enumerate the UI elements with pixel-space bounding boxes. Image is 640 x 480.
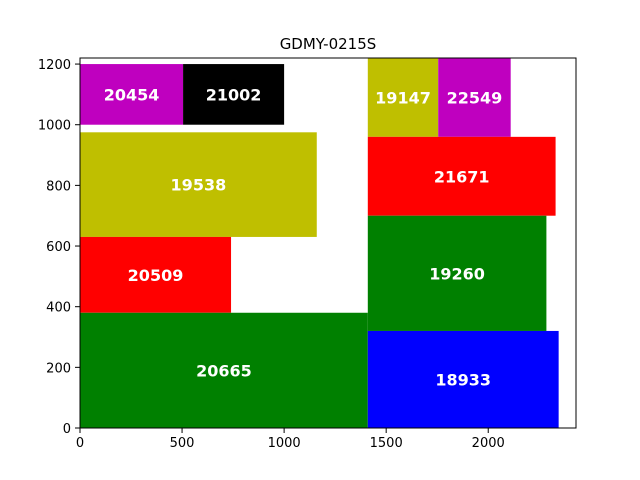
rect-18933 (367, 330, 559, 428)
x-tick-label: 2000 (472, 436, 505, 451)
rect-label-21002: 21002 (206, 85, 262, 104)
y-tick-label: 1200 (38, 58, 71, 73)
rectangles-layer (80, 58, 559, 428)
y-tick-label: 0 (63, 422, 71, 437)
rect-22549 (438, 58, 511, 137)
x-tick-label: 1000 (268, 436, 301, 451)
y-tick-label: 200 (46, 361, 71, 376)
rect-20454 (80, 64, 184, 125)
rect-20509 (80, 236, 232, 313)
y-tick-label: 400 (46, 301, 71, 316)
y-tick-label: 1000 (38, 119, 71, 134)
rect-21671 (367, 136, 556, 216)
rect-label-20509: 20509 (128, 266, 184, 285)
rect-19147 (367, 58, 439, 137)
rect-label-18933: 18933 (435, 370, 491, 389)
y-tick-label: 800 (46, 179, 71, 194)
plot-frame (79, 57, 577, 429)
labels-layer: 20454 21002 19538 20509 20665 19147 22549 21671… (104, 85, 503, 389)
rect-label-20454: 20454 (104, 85, 160, 104)
rect-label-21671: 21671 (434, 167, 490, 186)
rect-label-20665: 20665 (196, 361, 252, 380)
x-tick-label: 500 (170, 436, 195, 451)
rect-19538 (80, 132, 317, 237)
rect-label-19538: 19538 (171, 176, 227, 195)
rect-20665 (80, 312, 368, 428)
rect-21002 (183, 64, 285, 125)
y-tick-label: 600 (46, 240, 71, 255)
x-axis: 0 500 1000 1500 2000 (76, 428, 505, 451)
y-axis: 0 200 400 600 800 1000 1200 (38, 58, 80, 437)
rect-label-22549: 22549 (447, 88, 503, 107)
chart-title: GDMY-0215S (280, 35, 377, 53)
rect-label-19260: 19260 (429, 264, 485, 283)
rect-label-19147: 19147 (375, 88, 431, 107)
x-tick-label: 0 (76, 436, 84, 451)
rect-19260 (367, 215, 547, 331)
x-tick-label: 1500 (370, 436, 403, 451)
